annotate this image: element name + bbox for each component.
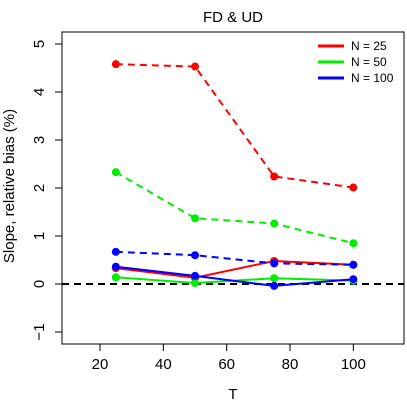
data-point — [111, 262, 120, 271]
series-line-ud-100 — [115, 265, 354, 287]
data-point — [270, 281, 279, 290]
y-tick-label: −1 — [31, 323, 48, 340]
legend-label: N = 50 — [351, 55, 387, 69]
chart-title: FD & UD — [203, 9, 263, 26]
data-point — [349, 275, 358, 284]
x-tick-label: 100 — [341, 356, 366, 373]
data-point — [111, 168, 120, 177]
legend-label: N = 100 — [351, 71, 394, 85]
data-point — [191, 214, 199, 223]
data-point — [191, 279, 199, 288]
series-layer — [62, 60, 404, 290]
data-point — [270, 172, 279, 181]
y-tick-label: 2 — [31, 184, 48, 192]
x-tick-label: 60 — [218, 356, 235, 373]
series-line-ud-25 — [115, 259, 354, 279]
legend: N = 25 N = 50 N = 100 — [318, 39, 394, 85]
axes-layer: 20 40 60 80 100 −1 0 1 2 3 4 5 — [31, 40, 366, 373]
data-point — [270, 259, 279, 268]
data-point — [349, 183, 358, 192]
data-point — [191, 271, 199, 280]
series-line-fd-100 — [115, 250, 354, 266]
y-tick-label: 5 — [31, 40, 48, 48]
data-point — [349, 239, 358, 248]
data-point — [349, 260, 358, 269]
x-tick-label: 20 — [92, 356, 109, 373]
x-axis-label: T — [228, 386, 237, 403]
data-point — [270, 219, 279, 228]
data-point — [270, 274, 279, 283]
y-tick-label: 3 — [31, 136, 48, 144]
legend-label: N = 25 — [351, 39, 387, 53]
x-tick-label: 80 — [282, 356, 299, 373]
data-point — [111, 60, 120, 69]
y-tick-label: 1 — [31, 232, 48, 240]
y-tick-label: 4 — [31, 88, 48, 96]
y-tick-label: 0 — [31, 280, 48, 288]
data-point — [191, 62, 199, 71]
data-point — [111, 273, 120, 282]
x-tick-label: 40 — [155, 356, 172, 373]
y-axis-label: Slope, relative bias (%) — [1, 109, 18, 263]
series-line-fd-25 — [115, 63, 354, 189]
data-point — [111, 247, 120, 256]
data-point — [191, 251, 199, 260]
